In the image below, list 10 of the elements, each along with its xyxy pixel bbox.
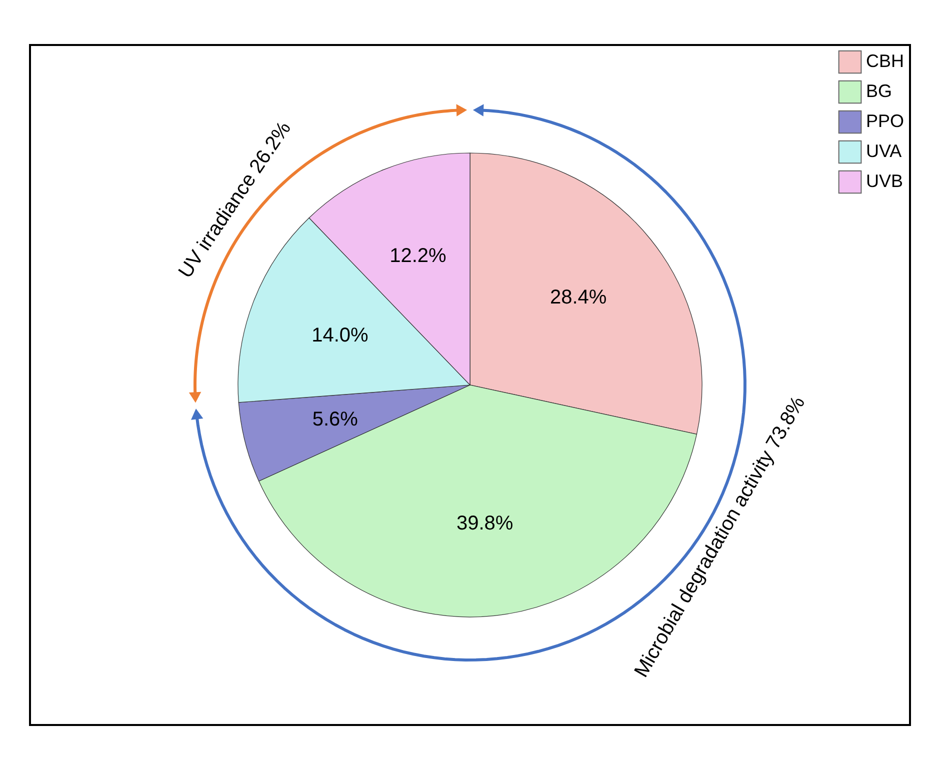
legend-label: PPO xyxy=(866,111,904,131)
data-label: 12.2% xyxy=(390,244,447,267)
legend-label: CBH xyxy=(866,51,904,71)
data-label: 28.4% xyxy=(550,286,607,309)
legend-label: UVB xyxy=(866,171,904,191)
data-label: 5.6% xyxy=(312,408,358,431)
data-label: 39.8% xyxy=(456,512,514,534)
legend-label: UVA xyxy=(866,141,902,161)
data-label: 14.0% xyxy=(312,324,369,346)
legend-label: BG xyxy=(866,81,892,101)
